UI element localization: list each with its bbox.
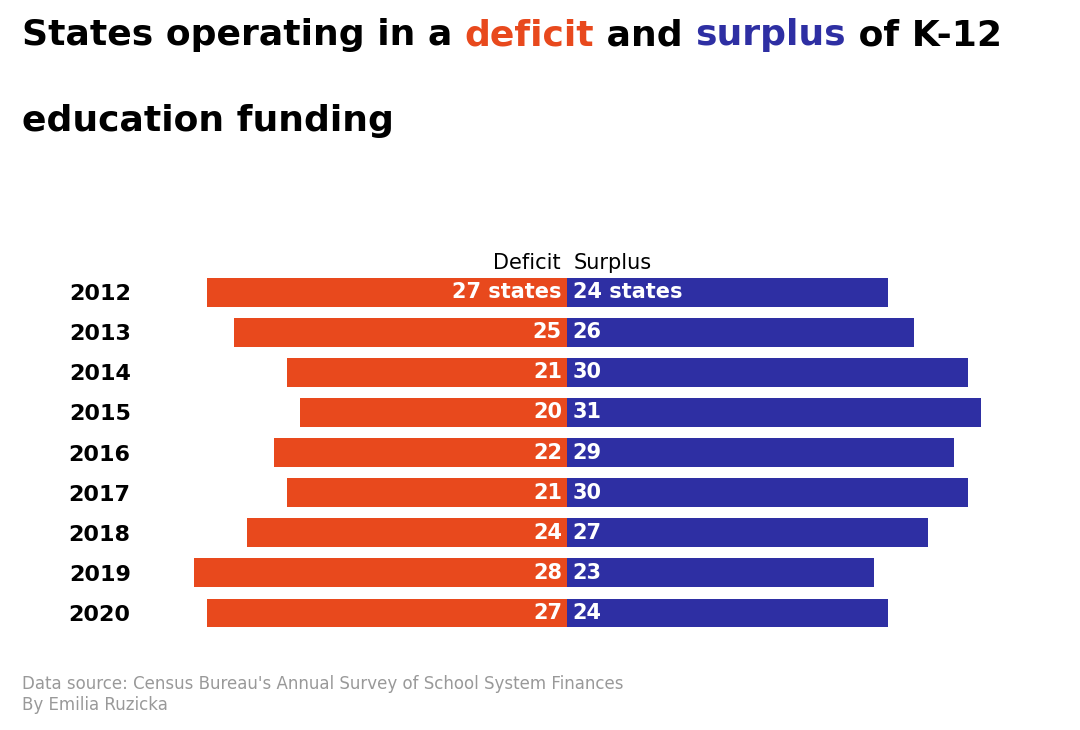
- Bar: [274, 438, 567, 467]
- Bar: [567, 558, 874, 588]
- Text: and: and: [594, 18, 696, 53]
- Text: 31: 31: [572, 402, 602, 423]
- Text: 27: 27: [572, 523, 602, 543]
- Bar: [567, 398, 981, 427]
- Text: 28: 28: [534, 563, 562, 583]
- Text: education funding: education funding: [22, 104, 393, 139]
- Text: 25: 25: [532, 322, 562, 342]
- Text: of K-12: of K-12: [846, 18, 1002, 53]
- Bar: [567, 318, 914, 347]
- Text: Deficit: Deficit: [494, 253, 561, 273]
- Text: 22: 22: [534, 442, 562, 463]
- Text: 30: 30: [572, 362, 602, 383]
- Text: 24: 24: [572, 603, 602, 623]
- Text: 21: 21: [534, 362, 562, 383]
- Text: 26: 26: [572, 322, 602, 342]
- Text: 29: 29: [572, 442, 602, 463]
- Bar: [247, 518, 567, 548]
- Text: 24 states: 24 states: [572, 283, 683, 302]
- Text: 30: 30: [572, 483, 602, 503]
- Text: 23: 23: [572, 563, 602, 583]
- Bar: [207, 277, 567, 307]
- Bar: [287, 358, 567, 387]
- Text: 27: 27: [534, 603, 562, 623]
- Text: 24: 24: [534, 523, 562, 543]
- Bar: [567, 478, 968, 507]
- Bar: [567, 438, 955, 467]
- Bar: [233, 318, 567, 347]
- Bar: [193, 558, 567, 588]
- Bar: [300, 398, 567, 427]
- Bar: [567, 518, 928, 548]
- Text: deficit: deficit: [464, 18, 594, 53]
- Bar: [567, 599, 888, 628]
- Bar: [567, 358, 968, 387]
- Bar: [287, 478, 567, 507]
- Text: States operating in a: States operating in a: [22, 18, 464, 53]
- Text: 21: 21: [534, 483, 562, 503]
- Text: 27 states: 27 states: [453, 283, 562, 302]
- Text: Data source: Census Bureau's Annual Survey of School System Finances
By Emilia R: Data source: Census Bureau's Annual Surv…: [22, 675, 623, 714]
- Bar: [567, 277, 888, 307]
- Bar: [207, 599, 567, 628]
- Text: 20: 20: [534, 402, 562, 423]
- Text: Surplus: Surplus: [573, 253, 652, 273]
- Text: surplus: surplus: [696, 18, 846, 53]
